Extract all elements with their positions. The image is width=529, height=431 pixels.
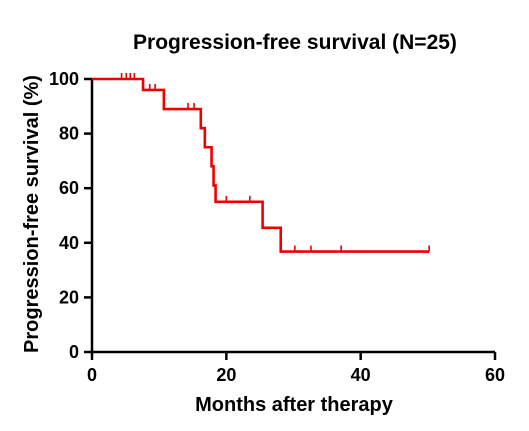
- chart-title: Progression-free survival (N=25): [133, 31, 457, 54]
- x-tick-label: 0: [87, 365, 97, 385]
- censor-marks: [120, 73, 430, 252]
- y-tick-label: 80: [59, 124, 79, 144]
- y-tick-label: 60: [59, 178, 79, 198]
- y-tick-label: 40: [59, 233, 79, 253]
- y-tick-label: 100: [49, 69, 79, 89]
- x-ticks: 0 20 40 60: [87, 352, 505, 385]
- y-tick-label: 20: [59, 287, 79, 307]
- y-axis-label: Progression-free survival (%): [21, 75, 43, 353]
- y-tick-label: 0: [69, 342, 79, 362]
- survival-curve: [92, 77, 430, 253]
- x-tick-label: 60: [485, 365, 505, 385]
- x-tick-label: 20: [216, 365, 236, 385]
- y-ticks: 0 20 40 60 80 100: [49, 69, 92, 362]
- x-tick-label: 40: [351, 365, 371, 385]
- x-axis-label: Months after therapy: [195, 394, 394, 416]
